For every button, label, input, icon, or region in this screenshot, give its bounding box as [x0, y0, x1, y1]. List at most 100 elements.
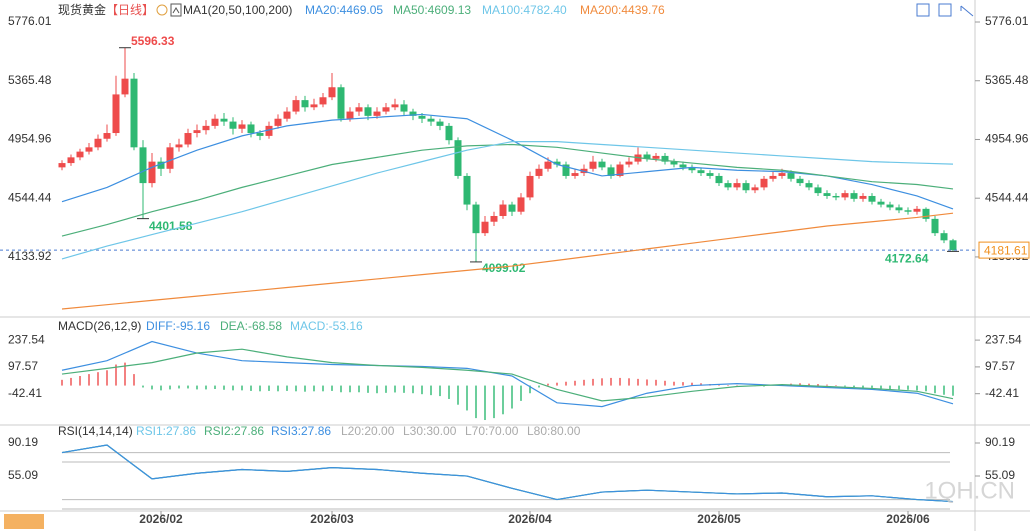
candle-body [742, 183, 750, 191]
candle-body [193, 130, 201, 134]
candle-body [688, 167, 696, 171]
y-tick-label-right: 55.09 [985, 468, 1015, 482]
legend-item: DIFF:-95.16 [146, 319, 210, 333]
legend-item: MA20:4469.05 [305, 3, 383, 17]
candle-body [886, 204, 894, 208]
candle-body [301, 100, 309, 108]
legend-item: RSI1:27.86 [136, 424, 196, 438]
y-tick-label: 4954.96 [8, 132, 52, 146]
candle-body [409, 111, 417, 116]
candle-body [67, 157, 75, 164]
candle-body [202, 125, 210, 131]
level-legend: L80:80.00 [527, 424, 581, 438]
candle-body [436, 121, 444, 126]
y-tick-label: 97.57 [8, 359, 38, 373]
candle-body [382, 107, 390, 112]
candle-body [166, 147, 174, 169]
candle-body [904, 210, 912, 212]
candle-body [778, 173, 786, 176]
candle-body [598, 161, 606, 168]
x-tick-label: 2026/02 [139, 512, 183, 526]
candle-body [643, 154, 651, 159]
x-tick-label: 2026/05 [697, 512, 741, 526]
x-tick-label: 2026/03 [310, 512, 354, 526]
candle-body [607, 167, 615, 176]
logo [4, 514, 44, 529]
candle-body [418, 115, 426, 119]
zoom-in-button[interactable] [916, 3, 930, 17]
candle-body [535, 168, 543, 176]
candle-body [796, 178, 804, 184]
candle-body [229, 121, 237, 129]
candle-body [337, 87, 345, 119]
candle-body [247, 124, 255, 134]
rsi-title: RSI(14,14,14) [58, 424, 133, 438]
level-legend: L70:70.00 [465, 424, 519, 438]
candle-body [733, 183, 741, 188]
candle-body [841, 193, 849, 198]
toolbar[interactable] [916, 3, 974, 17]
y-tick-label: 237.54 [8, 332, 45, 346]
legend-item: RSI3:27.86 [271, 424, 331, 438]
zoom-out-button[interactable] [938, 3, 952, 17]
candle-body [256, 133, 264, 136]
indicator-line [61, 444, 954, 503]
candle-body [931, 218, 939, 234]
y-tick-label-right: 97.57 [985, 359, 1015, 373]
legend-item: MA50:4609.13 [393, 3, 471, 17]
y-tick-label: 55.09 [8, 468, 38, 482]
candle-body [292, 100, 300, 112]
candle-body [949, 240, 957, 251]
candle-body [112, 94, 120, 134]
legend-item: RSI2:27.86 [204, 424, 264, 438]
indicator-line [61, 348, 954, 402]
candle-body [922, 208, 930, 219]
candle-body [895, 207, 903, 211]
candle-body [805, 183, 813, 188]
candle-body [472, 204, 480, 234]
candle-body [544, 161, 552, 169]
candle-body [391, 104, 399, 108]
y-tick-label: 4133.92 [8, 249, 52, 263]
extreme-label: 4099.02 [482, 261, 526, 275]
y-tick-label-right: 5776.01 [985, 14, 1029, 28]
y-tick-label-right: -42.41 [985, 386, 1019, 400]
candle-body [589, 161, 597, 169]
y-tick-label: 90.19 [8, 435, 38, 449]
candle-body [130, 78, 138, 148]
candle-body [769, 175, 777, 179]
macd-title: MACD(26,12,9) [58, 319, 141, 333]
candle-body [832, 195, 840, 198]
candle-body [310, 104, 318, 108]
candle-body [76, 151, 84, 158]
collapse-button[interactable] [960, 5, 974, 17]
candle-body [355, 107, 363, 112]
y-tick-label-right: 4954.96 [985, 132, 1029, 146]
candle-body [157, 161, 165, 169]
settings-icon[interactable] [156, 4, 168, 16]
candle-body [562, 164, 570, 176]
candle-body [868, 195, 876, 202]
candle-body [940, 233, 948, 241]
candle-body [94, 138, 102, 148]
y-tick-label-right: 90.19 [985, 435, 1015, 449]
level-legend: L20:20.00 [341, 424, 395, 438]
candle-body [328, 87, 336, 98]
candle-body [571, 173, 579, 176]
legend-item: MACD:-53.16 [290, 319, 363, 333]
candle-body [454, 140, 462, 176]
candle-body [679, 164, 687, 168]
x-tick-label: 2026/04 [508, 512, 552, 526]
candle-body [661, 155, 669, 162]
candle-body [400, 104, 408, 112]
period-label[interactable]: 【日线】 [106, 3, 154, 17]
candle-body [463, 175, 471, 205]
indicator-icon [170, 3, 182, 17]
extreme-label: 4172.64 [885, 252, 929, 266]
candle-body [706, 173, 714, 176]
candle-body [58, 163, 66, 168]
candle-body [877, 201, 885, 205]
candle-body [346, 111, 354, 119]
